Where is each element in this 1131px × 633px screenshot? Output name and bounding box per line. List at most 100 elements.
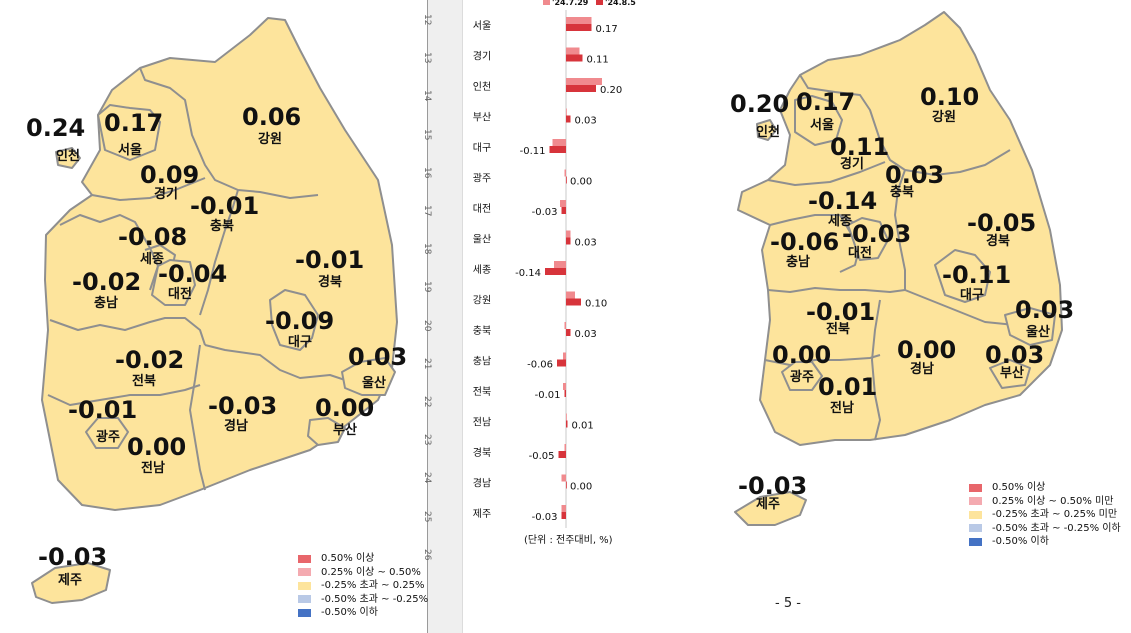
legend-swatch-1 (969, 497, 982, 506)
left-map-incheon-isle (55, 147, 81, 169)
left-value-8: -0.01 (295, 246, 364, 274)
data-label-7: 0.03 (575, 238, 597, 249)
left-value-2: 0.06 (242, 103, 301, 131)
category-label-12: 전북 (473, 386, 491, 398)
legend-row-2: -0.25% 초과 ~ 0.25% (298, 579, 428, 593)
right-map-borders (764, 74, 1056, 441)
left-value-3: 0.09 (140, 161, 199, 189)
left-name-14: 부산 (333, 422, 357, 438)
legend-label-0: 0.50% 이상 (321, 553, 375, 564)
left-name-9: 대구 (288, 335, 312, 350)
left-value-1: 0.17 (104, 109, 163, 137)
left-name-4: 충북 (210, 218, 234, 234)
data-label-1: 0.11 (587, 55, 609, 66)
left-name-6: 대전 (168, 286, 192, 302)
data-label-0: 0.17 (596, 24, 618, 35)
right-map (734, 11, 1063, 526)
bar-curr-16 (561, 512, 566, 519)
right-value-10: -0.01 (806, 298, 875, 326)
category-label-4: 대구 (473, 142, 491, 154)
center-bar-chart: 서울 0.17 경기 0.11 인천 0.20 부산 0.03 대구 -0.11 광주 0.00 대전 -… (473, 10, 622, 528)
right-name-10: 전북 (826, 321, 850, 337)
bar-prev-13 (566, 413, 567, 421)
left-name-2: 강원 (258, 131, 282, 147)
ruler-tick-1: 13 (422, 52, 432, 64)
legend-row-3: -0.50% 초과 ~ -0.25% (298, 593, 428, 607)
legend-row-1: 0.25% 이상 ~ 0.50% 미만 (969, 495, 1121, 509)
right-name-8: 경북 (986, 233, 1010, 249)
right-map-incheon-isle (756, 119, 777, 141)
left-map-borders (47, 67, 396, 491)
data-label-12: -0.01 (535, 390, 561, 401)
left-map-jeju (31, 562, 111, 604)
legend-row-0: 0.50% 이상 (298, 552, 428, 566)
right-value-13: 0.00 (897, 336, 956, 364)
left-value-5: -0.08 (118, 223, 187, 251)
right-value-0: 0.20 (730, 90, 789, 118)
data-label-16: -0.03 (532, 512, 558, 523)
data-label-10: 0.03 (575, 329, 597, 340)
left-value-15: 0.00 (127, 433, 186, 461)
bar-curr-6 (561, 207, 566, 214)
category-label-15: 경남 (473, 477, 491, 490)
chart-legend-label-1: '24.8.5 (605, 0, 636, 7)
legend-label-3: -0.50% 초과 ~ -0.25% 이하 (992, 522, 1121, 534)
legend-swatch-4 (298, 608, 311, 617)
legend-swatch-0 (298, 554, 311, 563)
right-value-1: 0.17 (796, 88, 855, 116)
right-value-14: 0.03 (985, 341, 1044, 369)
category-label-13: 전남 (473, 417, 491, 429)
bar-curr-15 (566, 481, 567, 489)
right-value-9: -0.11 (942, 261, 1011, 289)
page-number: - 5 - (775, 596, 801, 611)
bar-curr-9 (566, 298, 581, 306)
data-label-9: 0.10 (585, 299, 607, 310)
left-legend: 0.50% 이상 0.25% 이상 ~ 0.50% -0.25% 초과 ~ 0.25… (298, 552, 428, 620)
data-label-3: 0.03 (575, 116, 597, 127)
right-legend: 0.50% 이상 0.25% 이상 ~ 0.50% 미만 -0.25% 초과 ~ 0… (969, 481, 1121, 549)
legend-label-4: -0.50% 이하 (992, 536, 1049, 547)
left-value-16: -0.03 (38, 543, 107, 571)
left-value-4: -0.01 (190, 192, 259, 220)
right-value-5: -0.14 (808, 187, 877, 215)
right-value-15: 0.01 (818, 373, 877, 401)
category-label-0: 서울 (473, 20, 491, 32)
legend-row-2: -0.25% 초과 ~ 0.25% 미만 (969, 508, 1121, 522)
left-value-10: 0.03 (348, 343, 407, 371)
left-value-0: 0.24 (26, 114, 85, 142)
category-label-11: 충남 (473, 356, 491, 368)
right-value-16: -0.03 (738, 472, 807, 500)
data-label-11: -0.06 (527, 360, 553, 371)
bar-curr-4 (549, 146, 566, 153)
ruler-tick-9: 21 (422, 357, 432, 370)
legend-label-2: -0.25% 초과 ~ 0.25% 미만 (992, 509, 1118, 520)
ruler-tick-4: 16 (422, 166, 432, 179)
legend-row-1: 0.25% 이상 ~ 0.50% (298, 566, 428, 580)
category-label-14: 경북 (473, 446, 491, 459)
data-label-2: 0.20 (600, 85, 622, 96)
bar-prev-15 (561, 474, 566, 482)
legend-label-4: -0.50% 이하 (321, 607, 378, 618)
bar-curr-7 (566, 237, 571, 245)
right-value-6: -0.06 (770, 228, 839, 256)
bar-curr-11 (557, 359, 566, 367)
ruler-tick-11: 23 (422, 434, 432, 446)
right-name-15: 전남 (830, 400, 854, 416)
chart-legend-swatch-1 (596, 0, 603, 5)
bar-curr-1 (566, 54, 583, 62)
chart-legend-label-0: '24.7.29 (552, 0, 589, 7)
bar-prev-8 (554, 261, 566, 268)
left-name-13: 경남 (224, 418, 248, 434)
legend-label-1: 0.25% 이상 ~ 0.50% 미만 (992, 495, 1114, 507)
ruler-tick-8: 20 (422, 319, 432, 332)
bar-prev-6 (560, 200, 566, 207)
unit-note: (단위 : 전주대비, %) (524, 535, 613, 546)
left-value-14: 0.00 (315, 394, 374, 422)
left-map (31, 17, 398, 604)
right-name-1: 서울 (810, 117, 834, 133)
left-name-15: 전남 (141, 460, 165, 476)
data-label-6: -0.03 (532, 207, 558, 218)
data-label-5: 0.00 (570, 177, 592, 188)
category-label-1: 경기 (473, 50, 491, 63)
right-value-2: 0.10 (920, 83, 979, 111)
